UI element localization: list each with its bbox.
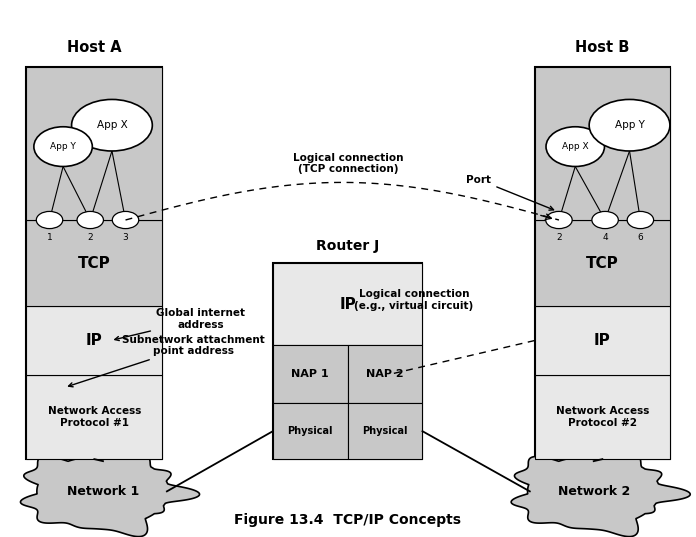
Bar [348, 403, 422, 459]
Text: App X: App X [97, 120, 127, 130]
Bar [26, 220, 162, 306]
Text: Router J: Router J [316, 240, 379, 253]
Text: Physical: Physical [287, 426, 333, 436]
Bar [26, 67, 162, 220]
Bar [348, 345, 422, 403]
Text: IP: IP [86, 333, 103, 348]
Polygon shape [20, 448, 200, 536]
Ellipse shape [546, 127, 605, 166]
Bar [535, 220, 670, 306]
Ellipse shape [77, 212, 104, 229]
Bar [273, 345, 348, 403]
Ellipse shape [72, 99, 152, 151]
Text: NAP 1: NAP 1 [292, 369, 329, 379]
Text: Network Access
Protocol #2: Network Access Protocol #2 [555, 406, 649, 428]
Bar [273, 403, 348, 459]
Text: IP: IP [339, 297, 356, 312]
Text: Subnetwork attachment
point address: Subnetwork attachment point address [69, 335, 265, 387]
Ellipse shape [36, 212, 63, 229]
Text: 6: 6 [638, 233, 643, 242]
Text: App Y: App Y [50, 142, 76, 151]
Text: TCP: TCP [78, 256, 111, 271]
Bar [535, 306, 670, 375]
Ellipse shape [592, 212, 618, 229]
Text: Host B: Host B [575, 40, 630, 55]
Bar [535, 67, 670, 220]
Polygon shape [511, 448, 690, 536]
Bar [535, 67, 670, 459]
Text: 4: 4 [602, 233, 608, 242]
Ellipse shape [589, 99, 670, 151]
Bar [273, 263, 422, 345]
Bar [26, 67, 162, 459]
Text: App Y: App Y [615, 120, 644, 130]
Text: 1: 1 [47, 233, 52, 242]
Text: TCP: TCP [586, 256, 619, 271]
Bar [26, 306, 162, 375]
Text: Global internet
address: Global internet address [115, 308, 245, 340]
Text: Physical: Physical [363, 426, 408, 436]
Text: 2: 2 [556, 233, 562, 242]
Text: Port: Port [466, 175, 553, 210]
Text: 2: 2 [88, 233, 93, 242]
Text: Figure 13.4  TCP/IP Concepts: Figure 13.4 TCP/IP Concepts [235, 513, 461, 527]
Text: Logical connection
(TCP connection): Logical connection (TCP connection) [293, 153, 403, 175]
Text: 3: 3 [122, 233, 128, 242]
Ellipse shape [112, 212, 139, 229]
Text: Network 1: Network 1 [67, 485, 139, 498]
Text: App X: App X [562, 142, 589, 151]
Text: IP: IP [594, 333, 611, 348]
Text: Host A: Host A [67, 40, 122, 55]
Bar [273, 263, 422, 459]
Bar [26, 375, 162, 459]
Bar [535, 375, 670, 459]
Ellipse shape [546, 212, 572, 229]
Text: NAP 2: NAP 2 [366, 369, 404, 379]
Text: Network 2: Network 2 [557, 485, 630, 498]
Ellipse shape [34, 127, 93, 166]
Ellipse shape [627, 212, 654, 229]
Text: Network Access
Protocol #1: Network Access Protocol #1 [47, 406, 141, 428]
Text: Logical connection
(e.g., virtual circuit): Logical connection (e.g., virtual circui… [354, 289, 474, 310]
